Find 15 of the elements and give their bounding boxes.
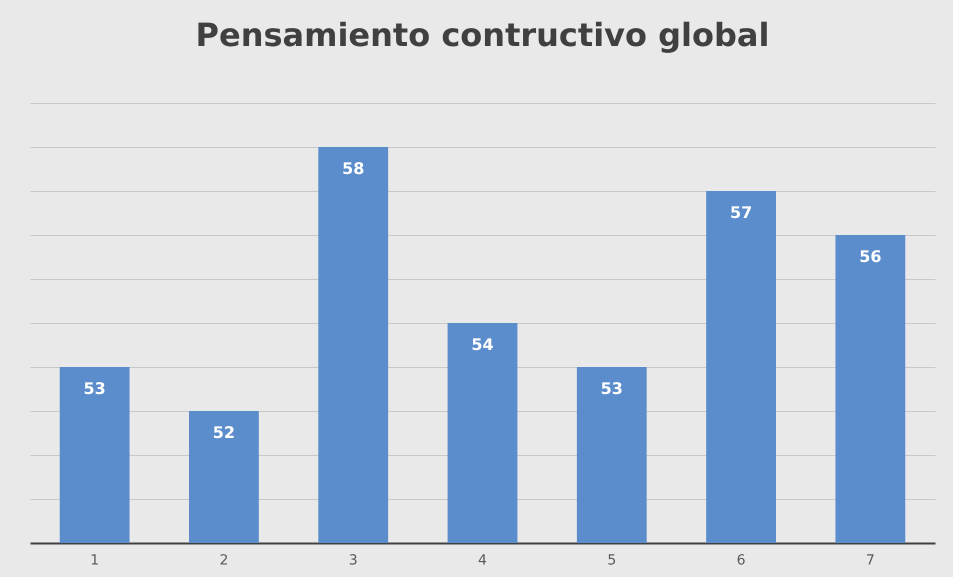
x-tick-label: 4 [478, 552, 488, 568]
data-label: 58 [342, 159, 364, 178]
chart-title: Pensamiento contructivo global [196, 16, 770, 54]
data-label: 52 [212, 423, 236, 442]
x-tick-label: 2 [219, 552, 228, 568]
data-label: 53 [84, 379, 106, 398]
x-tick-label: 6 [736, 552, 746, 568]
x-tick-label: 1 [90, 552, 100, 568]
x-tick-label: 5 [607, 552, 616, 568]
data-label: 57 [730, 203, 752, 222]
x-tick-label: 3 [348, 552, 358, 568]
data-label: 54 [471, 335, 494, 354]
data-label: 53 [600, 379, 623, 398]
x-tick-label: 7 [866, 552, 875, 568]
data-label: 56 [859, 247, 882, 266]
